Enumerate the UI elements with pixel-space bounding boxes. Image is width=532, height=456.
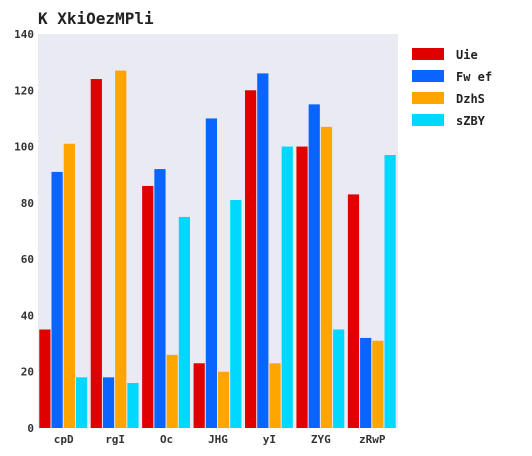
bar-Oc-DzhS bbox=[166, 354, 178, 428]
legend-label: DzhS bbox=[456, 92, 485, 106]
bar-Oc-Fw-ef bbox=[154, 169, 166, 428]
legend-swatch bbox=[412, 114, 444, 126]
bars-group bbox=[39, 70, 396, 429]
bar-JHG-Fw-ef bbox=[205, 118, 217, 429]
x-tick-label: rgI bbox=[105, 433, 125, 446]
legend-swatch bbox=[412, 92, 444, 104]
bar-yI-Fw-ef bbox=[257, 73, 269, 429]
bar-zRwP-DzhS bbox=[372, 340, 384, 428]
bar-zRwP-Fw-ef bbox=[360, 337, 372, 428]
bar-ZYG-DzhS bbox=[320, 126, 333, 429]
bar-rgI-DzhS bbox=[115, 70, 127, 428]
bar-zRwP-Uie bbox=[347, 194, 360, 428]
bar-JHG-DzhS bbox=[218, 371, 230, 428]
bar-rgI-sZBY bbox=[127, 382, 139, 428]
x-tick-label: JHG bbox=[208, 433, 228, 446]
bar-cpD-DzhS bbox=[63, 143, 75, 428]
y-axis: 0 20 40 60 80 100 120 140 bbox=[14, 28, 34, 435]
x-tick-label: ZYG bbox=[311, 433, 331, 446]
bar-JHG-sZBY bbox=[230, 200, 242, 428]
y-tick-label: 120 bbox=[14, 84, 34, 97]
bar-yI-Uie bbox=[245, 90, 257, 428]
bar-ZYG-Fw-ef bbox=[308, 104, 320, 429]
y-tick-label: 40 bbox=[21, 309, 34, 322]
x-tick-label: Oc bbox=[160, 433, 173, 446]
bar-Oc-sZBY bbox=[178, 216, 190, 428]
bar-rgI-Fw-ef bbox=[102, 377, 115, 428]
x-tick-label: yI bbox=[263, 433, 276, 446]
bar-zRwP-sZBY bbox=[384, 155, 396, 428]
bar-yI-DzhS bbox=[269, 363, 281, 428]
x-tick-label: zRwP bbox=[359, 433, 386, 446]
bar-ZYG-sZBY bbox=[333, 329, 345, 428]
x-tick-label: cpD bbox=[54, 433, 74, 446]
y-tick-label: 20 bbox=[21, 366, 34, 379]
legend-label: Fw ef bbox=[456, 70, 492, 84]
bar-cpD-sZBY bbox=[75, 377, 88, 428]
bar-yI-sZBY bbox=[281, 146, 293, 428]
y-tick-label: 0 bbox=[27, 422, 34, 435]
bar-Oc-Uie bbox=[142, 185, 154, 428]
legend: Uie Fw ef DzhS sZBY bbox=[412, 48, 492, 128]
legend-swatch bbox=[412, 70, 444, 82]
chart-title: K XkiOezMPli bbox=[38, 9, 154, 28]
bar-ZYG-Uie bbox=[296, 146, 308, 428]
x-axis: cpD rgI Oc JHG yI ZYG zRwP bbox=[54, 433, 386, 446]
legend-swatch bbox=[412, 48, 444, 60]
bar-rgI-Uie bbox=[90, 79, 102, 428]
y-tick-label: 80 bbox=[21, 197, 34, 210]
bar-JHG-Uie bbox=[193, 363, 205, 428]
bar-cpD-Uie bbox=[39, 329, 51, 428]
bar-cpD-Fw-ef bbox=[51, 171, 63, 428]
y-tick-label: 60 bbox=[21, 253, 34, 266]
y-tick-label: 140 bbox=[14, 28, 34, 41]
legend-label: Uie bbox=[456, 48, 478, 62]
legend-label: sZBY bbox=[456, 114, 486, 128]
y-tick-label: 100 bbox=[14, 141, 34, 154]
